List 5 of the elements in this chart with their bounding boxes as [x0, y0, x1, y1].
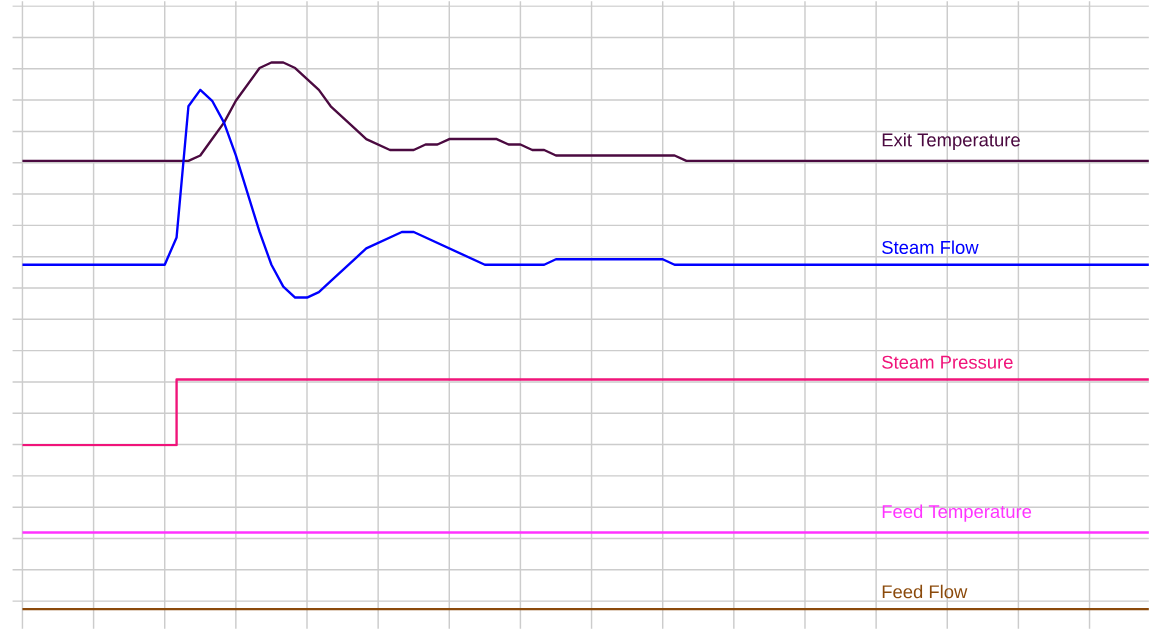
series-label: Steam Pressure — [882, 355, 1013, 369]
series-label: Steam Flow — [882, 240, 979, 254]
series-label: Feed Temperature — [882, 504, 1032, 522]
series-label: Exit Temperature — [882, 132, 1020, 150]
series-label: Feed Flow — [882, 584, 968, 599]
